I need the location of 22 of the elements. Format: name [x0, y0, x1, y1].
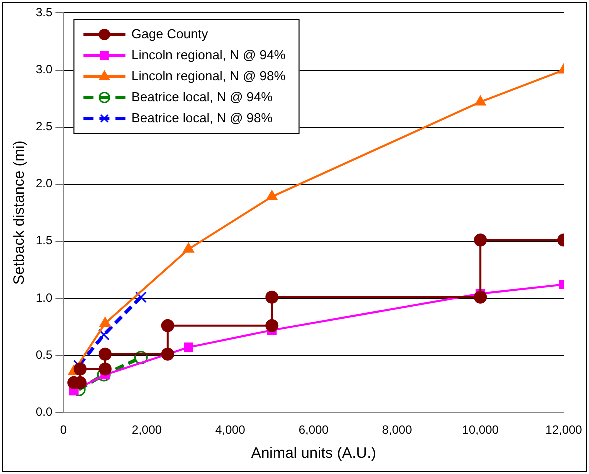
x-axis-title: Animal units (A.U.) [251, 445, 376, 462]
y-tick-label: 1.5 [36, 234, 53, 248]
x-tick-label: 12,000 [546, 423, 583, 438]
y-tick-label: 3.0 [36, 62, 53, 77]
legend-label: Beatrice local, N @ 98% [132, 110, 274, 126]
x-tick-label: 2,000 [132, 423, 162, 438]
legend-label: Lincoln regional, N @ 98% [132, 68, 286, 84]
y-tick-label: 0.5 [36, 348, 53, 362]
legend-label: Gage County [132, 26, 209, 42]
x-tick-label: 8,000 [382, 423, 413, 438]
x-tick-label: 0 [60, 423, 68, 438]
y-tick-label: 2.5 [36, 120, 53, 134]
legend-label: Lincoln regional, N @ 94% [132, 47, 286, 62]
y-tick-label: 3.5 [36, 6, 53, 20]
x-tick-label: 10,000 [462, 423, 500, 438]
x-tick-label: 4,000 [215, 423, 246, 438]
y-tick-label: 2.0 [36, 176, 53, 191]
legend-label: Beatrice local, N @ 94% [132, 89, 274, 104]
x-tick-label: 6,000 [298, 423, 330, 438]
y-axis-title: Setback distance (mi) [11, 140, 28, 286]
y-tick-label: 0.0 [36, 404, 53, 419]
y-tick-label: 1.0 [36, 290, 53, 305]
